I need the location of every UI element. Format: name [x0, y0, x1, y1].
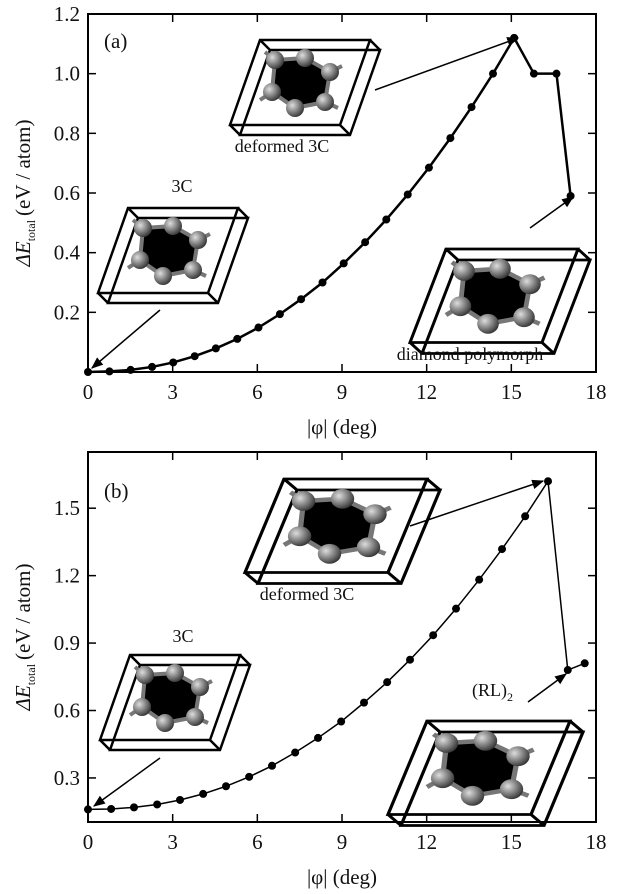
x-tick-label: 18	[586, 830, 607, 854]
panel-label: (b)	[104, 479, 129, 503]
y-axis-subscript: total	[24, 663, 38, 685]
data-point	[467, 103, 476, 112]
x-axis-title: |φ| (deg)	[307, 415, 377, 439]
y-axis-symbol: ΔE	[11, 241, 35, 267]
arrows	[91, 37, 574, 807]
data-point	[176, 795, 185, 804]
data-point	[130, 803, 139, 812]
y-tick-label: 0.3	[54, 766, 80, 790]
data-point	[475, 575, 484, 584]
data-point	[382, 215, 391, 224]
annotation: diamond polymorph	[397, 344, 544, 364]
x-tick-label: 15	[501, 830, 522, 854]
data-point	[361, 238, 370, 247]
y-tick-label: 0.6	[54, 181, 80, 205]
data-point	[268, 761, 277, 770]
panel-label: (a)	[104, 29, 127, 53]
data-point	[291, 748, 300, 757]
data-point	[318, 278, 327, 287]
data-point	[169, 358, 178, 367]
data-point	[126, 365, 135, 374]
data-point	[107, 804, 116, 813]
data-point	[406, 655, 415, 664]
data-point	[446, 134, 455, 143]
data-point	[510, 33, 519, 42]
y-tick-label: 0.2	[54, 300, 80, 324]
annotation-subscript: 2	[507, 690, 513, 704]
data-point	[498, 545, 507, 554]
data-point	[383, 678, 392, 687]
x-tick-label: 3	[167, 380, 178, 404]
data-point	[84, 368, 92, 376]
y-tick-label: 0.4	[54, 241, 81, 265]
data-point	[360, 698, 369, 707]
data-point	[222, 782, 231, 791]
y-axis-symbol: ΔE	[11, 685, 35, 711]
data-point	[84, 805, 92, 814]
x-tick-label: 0	[83, 830, 94, 854]
data-point	[566, 191, 575, 200]
annotation-main: (RL)	[472, 680, 507, 701]
x-tick-label: 12	[416, 830, 437, 854]
data-point	[544, 477, 553, 486]
data-point	[488, 69, 497, 78]
data-point	[297, 295, 306, 304]
data-point	[424, 163, 433, 172]
y-axis-unit: (eV / atom)	[11, 564, 35, 660]
data-point	[211, 344, 220, 353]
x-tick-label: 9	[337, 830, 348, 854]
data-point	[314, 733, 323, 742]
y-tick-label: 1.2	[54, 564, 80, 588]
data-point	[105, 367, 114, 376]
x-tick-label: 6	[252, 380, 263, 404]
annotation: (RL)2	[472, 680, 513, 704]
y-tick-label: 1.2	[54, 2, 80, 26]
x-axis-title: |φ| (deg)	[307, 865, 377, 889]
data-point	[552, 69, 561, 78]
annotation: 3C	[171, 176, 192, 196]
x-tick-label: 3	[167, 830, 178, 854]
x-tick-label: 12	[416, 380, 437, 404]
y-axis-title: ΔEtotal (eV / atom)	[11, 564, 38, 712]
data-point	[153, 800, 162, 809]
x-tick-label: 6	[252, 830, 263, 854]
x-tick-label: 9	[337, 380, 348, 404]
y-axis-subscript: total	[24, 219, 38, 241]
annotation: deformed 3C	[260, 584, 354, 604]
y-tick-label: 0.6	[54, 699, 80, 723]
data-point	[452, 604, 461, 613]
plot: 0 3 6 9 12 15 18 0.2 0.4 0.6 0.8 1.0 1.2 |φ| (deg) ΔEt…	[11, 2, 607, 439]
data-point	[429, 631, 438, 640]
data-point	[199, 789, 208, 798]
data-point	[563, 666, 572, 675]
data-point	[233, 334, 242, 343]
data-point	[403, 190, 412, 199]
data-point	[337, 717, 346, 726]
annotation: deformed 3C	[235, 136, 329, 156]
data-point	[275, 310, 284, 319]
y-tick-label: 0.9	[54, 631, 80, 655]
annotation: 3C	[172, 626, 193, 646]
x-tick-label: 0	[83, 380, 94, 404]
y-axis-title: ΔEtotal (eV / atom)	[11, 120, 38, 268]
data-point	[339, 259, 348, 268]
y-tick-label: 0.8	[54, 121, 80, 145]
data-point	[245, 772, 254, 781]
data-point	[148, 362, 157, 371]
y-axis-unit: (eV / atom)	[11, 120, 35, 216]
data-point	[521, 512, 530, 521]
data-point	[190, 352, 199, 361]
y-tick-label: 1.0	[54, 62, 80, 86]
data-point	[529, 69, 538, 78]
data-point	[580, 659, 589, 668]
x-tick-label: 18	[586, 380, 607, 404]
y-tick-label: 1.5	[54, 496, 80, 520]
x-tick-label: 15	[501, 380, 522, 404]
data-point	[254, 323, 263, 332]
plot: 0 3 6 9 12 15 18 0.3 0.6 0.9 1.2 1.5 |φ| (deg) ΔEtota…	[11, 451, 607, 889]
